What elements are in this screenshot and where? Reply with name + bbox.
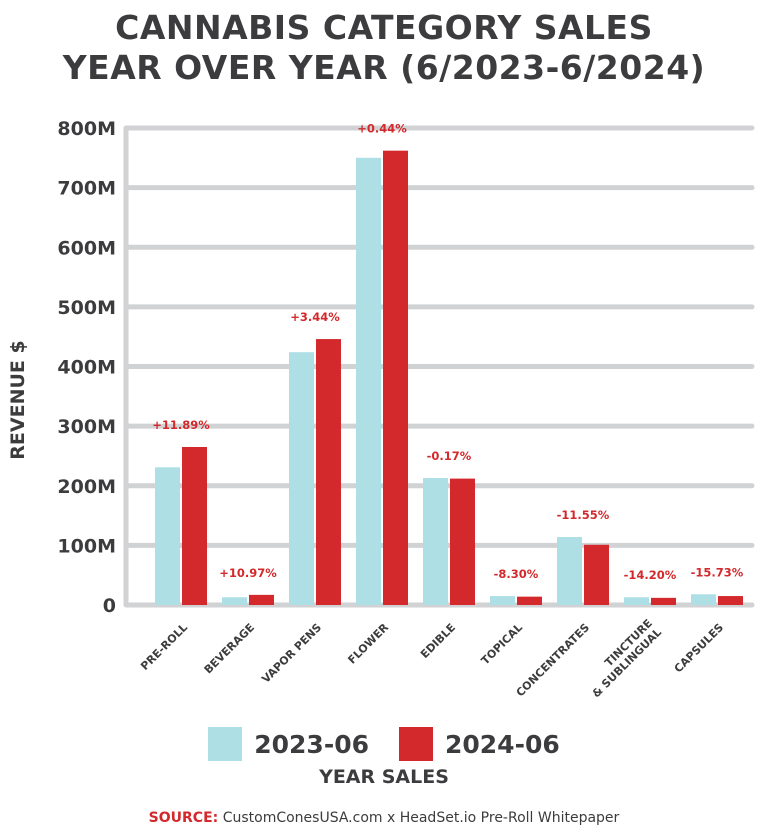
- bar-2023-06-topical: [490, 596, 515, 605]
- x-tick-label-line: TOPICAL: [479, 621, 525, 667]
- bar-2024-06-capsules: [718, 596, 743, 605]
- data-label: +11.89%: [152, 418, 210, 432]
- x-tick-label: FLOWER: [345, 621, 391, 667]
- x-tick-label: TINCTURE& SUBLINGUAL: [581, 617, 665, 701]
- y-tick-label: 400M: [57, 357, 116, 379]
- legend-label: 2023-06: [254, 729, 369, 759]
- x-tick-label-line: VAPOR PENS: [259, 621, 324, 686]
- y-tick-label: 500M: [57, 297, 116, 319]
- x-tick-label: BEVERAGE: [202, 621, 257, 676]
- data-label: +10.97%: [219, 566, 277, 580]
- data-label: -14.20%: [624, 568, 677, 582]
- y-tick-label: 0: [103, 595, 116, 617]
- bar-2024-06-beverage: [249, 594, 274, 605]
- bar-2024-06-topical: [517, 596, 542, 605]
- data-label: +3.44%: [290, 310, 340, 324]
- y-tick-label: 600M: [57, 237, 116, 259]
- x-tick-label-line: CAPSULES: [672, 621, 726, 675]
- source-text: CustomConesUSA.com x HeadSet.io Pre-Roll…: [218, 810, 620, 826]
- bar-2023-06-vapor-pens: [289, 352, 314, 605]
- data-label: +0.44%: [357, 122, 407, 136]
- x-tick-label-line: CONCENTRATES: [514, 621, 593, 700]
- source-label: SOURCE:: [148, 810, 219, 826]
- legend-item-2023: 2023-06: [208, 727, 369, 761]
- bar-2023-06-pre-roll: [155, 467, 180, 605]
- legend: 2023-06 2024-06: [0, 727, 768, 761]
- bar-2024-06-pre-roll: [182, 446, 207, 605]
- y-tick-label: 700M: [57, 178, 116, 200]
- bar-2024-06-concentrates: [584, 544, 609, 605]
- x-tick-label: VAPOR PENS: [259, 621, 324, 686]
- bar-2024-06-vapor-pens: [316, 339, 341, 605]
- bar-2023-06-edible: [423, 477, 448, 605]
- x-tick-label-line: BEVERAGE: [202, 621, 257, 676]
- bar-2024-06-edible: [450, 478, 475, 605]
- y-tick-label: 800M: [57, 118, 116, 140]
- legend-swatch: [399, 727, 433, 761]
- data-label: -11.55%: [557, 508, 610, 522]
- bar-2023-06-capsules: [691, 594, 716, 605]
- y-tick-label: 200M: [57, 476, 116, 498]
- source-note: SOURCE: CustomConesUSA.com x HeadSet.io …: [0, 810, 768, 826]
- bar-2023-06-tincture-sublingual: [624, 597, 649, 605]
- data-label: -8.30%: [494, 567, 539, 581]
- legend-label: 2024-06: [445, 729, 560, 759]
- x-tick-label: PRE-ROLL: [138, 621, 190, 673]
- bar-2023-06-beverage: [222, 597, 247, 605]
- title-line-1: CANNABIS CATEGORY SALES: [115, 8, 653, 47]
- chart-title: CANNABIS CATEGORY SALES YEAR OVER YEAR (…: [0, 8, 768, 88]
- legend-swatch: [208, 727, 243, 761]
- bar-2023-06-flower: [356, 157, 381, 605]
- x-tick-label-line: PRE-ROLL: [138, 621, 190, 673]
- bar-2024-06-flower: [383, 150, 408, 605]
- x-tick-label: EDIBLE: [418, 621, 458, 661]
- x-tick-label-line: EDIBLE: [418, 621, 458, 661]
- title-line-2: YEAR OVER YEAR (6/2023-6/2024): [62, 48, 706, 87]
- bar-2024-06-tincture-sublingual: [651, 597, 676, 605]
- data-label: -0.17%: [427, 449, 472, 463]
- x-tick-label: TOPICAL: [479, 621, 525, 667]
- y-tick-label: 100M: [57, 535, 116, 557]
- x-tick-label-line: FLOWER: [345, 621, 391, 667]
- bar-2023-06-concentrates: [557, 537, 582, 605]
- x-tick-label: CONCENTRATES: [514, 621, 593, 700]
- x-axis-label: YEAR SALES: [319, 766, 449, 788]
- y-axis-label: REVENUE $: [7, 340, 29, 459]
- y-tick-label: 300M: [57, 416, 116, 438]
- legend-item-2024: 2024-06: [399, 727, 560, 761]
- data-label: -15.73%: [691, 565, 744, 579]
- x-tick-label: CAPSULES: [672, 621, 726, 675]
